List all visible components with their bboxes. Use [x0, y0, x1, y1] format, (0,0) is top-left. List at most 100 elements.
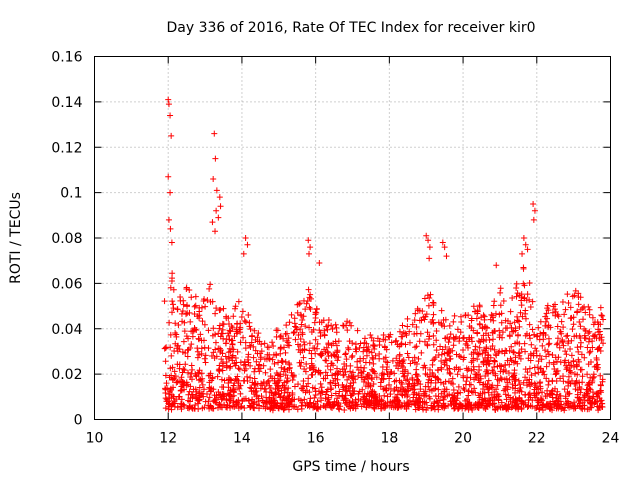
data-point	[386, 371, 393, 378]
data-point	[271, 397, 278, 404]
data-point	[507, 308, 514, 315]
data-point	[197, 376, 204, 383]
data-point	[530, 200, 537, 207]
y-tick-label: 0.02	[51, 367, 82, 383]
data-point	[399, 322, 406, 329]
data-point	[569, 293, 576, 300]
data-point	[305, 375, 312, 382]
data-point	[330, 403, 337, 410]
data-point	[567, 304, 574, 311]
data-point	[345, 346, 352, 353]
data-point	[349, 352, 356, 359]
data-point	[528, 372, 535, 379]
data-point	[555, 354, 562, 361]
data-point	[228, 323, 235, 330]
data-point	[166, 374, 173, 381]
data-point	[537, 383, 544, 390]
data-point	[467, 381, 474, 388]
data-point	[464, 342, 471, 349]
data-point	[376, 392, 383, 399]
data-point	[356, 344, 363, 351]
data-point	[379, 375, 386, 382]
data-point	[567, 400, 574, 407]
data-point	[554, 323, 561, 330]
data-point	[346, 338, 353, 345]
data-point	[577, 366, 584, 373]
data-point	[312, 392, 319, 399]
data-point	[355, 372, 362, 379]
data-point	[428, 404, 435, 411]
data-point	[240, 334, 247, 341]
data-point	[470, 303, 477, 310]
data-point	[218, 404, 225, 411]
data-point	[291, 383, 298, 390]
data-point	[587, 404, 594, 411]
data-point	[279, 403, 286, 410]
data-point	[318, 384, 325, 391]
data-point	[242, 235, 249, 241]
data-point	[554, 311, 561, 318]
y-tick-label: 0.14	[51, 95, 82, 111]
data-point	[235, 397, 242, 404]
data-point	[488, 391, 495, 398]
data-point	[463, 338, 470, 345]
data-point	[305, 237, 312, 244]
data-point	[231, 360, 238, 367]
data-point	[510, 348, 517, 355]
data-point	[563, 351, 570, 358]
data-point	[586, 306, 593, 313]
data-point	[219, 350, 226, 357]
data-point	[514, 313, 521, 320]
data-point	[250, 354, 257, 361]
data-point	[299, 317, 306, 324]
data-point	[425, 302, 432, 309]
data-point	[242, 365, 249, 372]
data-point	[216, 194, 223, 201]
data-point	[291, 315, 298, 322]
data-point	[460, 385, 467, 392]
data-point	[543, 375, 550, 382]
data-point	[405, 387, 412, 394]
data-point	[402, 330, 409, 337]
data-point	[505, 392, 512, 399]
data-point	[541, 371, 548, 378]
data-point	[325, 317, 332, 324]
data-point	[213, 353, 220, 360]
data-point	[526, 390, 533, 397]
data-point	[212, 331, 219, 338]
data-point	[327, 379, 334, 386]
data-point	[361, 364, 368, 371]
data-point	[565, 340, 572, 347]
data-point	[454, 395, 461, 402]
data-point	[469, 338, 476, 345]
data-point	[517, 397, 524, 404]
data-point	[599, 378, 606, 385]
data-point	[198, 350, 205, 357]
data-point	[446, 322, 453, 329]
data-point	[334, 348, 341, 355]
data-point	[201, 355, 208, 362]
data-point	[360, 378, 367, 385]
data-point	[333, 329, 340, 336]
data-point	[343, 356, 350, 363]
data-point	[383, 366, 390, 373]
data-point	[195, 390, 202, 397]
data-point	[191, 405, 198, 412]
data-point	[472, 371, 479, 378]
data-point	[175, 393, 182, 400]
data-point	[515, 350, 522, 357]
data-point	[394, 404, 401, 411]
data-point	[215, 345, 222, 352]
data-point	[195, 335, 202, 342]
data-point	[281, 379, 288, 386]
data-point	[496, 362, 503, 369]
data-point	[169, 391, 176, 398]
data-point	[424, 341, 431, 348]
data-point	[263, 398, 270, 405]
data-point	[179, 307, 186, 314]
data-point	[483, 361, 490, 368]
data-point	[421, 316, 428, 323]
data-point	[465, 344, 472, 351]
grid-lines	[94, 56, 611, 420]
data-point	[327, 366, 334, 373]
